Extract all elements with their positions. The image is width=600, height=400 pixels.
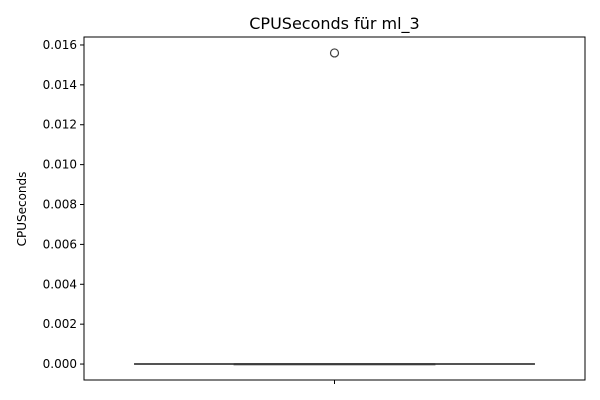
y-tick-label-2: 0.004: [43, 277, 77, 291]
y-tick-label-6: 0.012: [43, 118, 77, 132]
y-tick-label-8: 0.016: [43, 38, 77, 52]
plot-area: 0.000 0.002 0.004 0.006 0.008 0.010 0.012 0.014…: [43, 38, 535, 384]
y-tick-label-0: 0.000: [43, 357, 77, 371]
y-tick-label-7: 0.014: [43, 78, 77, 92]
y-tick-label-4: 0.008: [43, 198, 77, 212]
y-tick-label-5: 0.010: [43, 158, 77, 172]
axes-frame: [83, 36, 586, 381]
y-tick-label-3: 0.006: [43, 237, 77, 251]
y-axis-label: CPUSeconds: [15, 172, 29, 247]
y-tick-label-1: 0.002: [43, 317, 77, 331]
outlier-point-0: [329, 48, 340, 58]
chart-title: CPUSeconds für ml_3: [249, 14, 419, 34]
